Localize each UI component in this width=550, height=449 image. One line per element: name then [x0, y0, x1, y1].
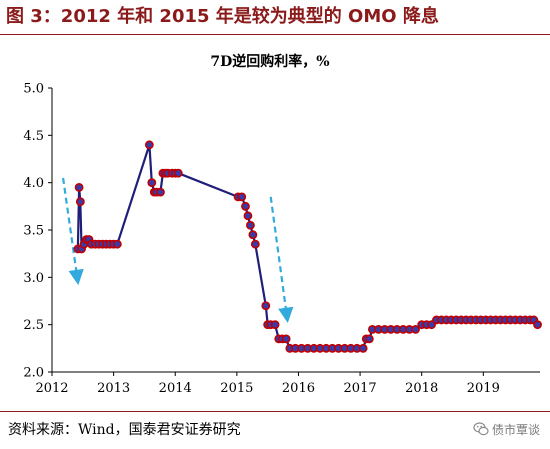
data-point — [411, 324, 420, 334]
wechat-icon — [473, 422, 489, 436]
x-tick-label: 2019 — [467, 381, 500, 396]
data-point — [281, 334, 291, 344]
y-tick-label: 4.5 — [23, 129, 44, 144]
y-tick-label: 2.5 — [23, 318, 44, 333]
trend-arrow — [269, 196, 294, 323]
data-point — [250, 239, 260, 249]
data-point — [156, 187, 165, 197]
y-tick-label: 5.0 — [23, 82, 44, 97]
data-point — [358, 343, 368, 353]
chart-area: 7D逆回购利率，% 2.0 2.5 3.0 3.5 4.0 4.5 5.0 2012 2013 2… — [0, 36, 550, 410]
y-tick-label: 2.0 — [23, 366, 44, 381]
x-tick-label: 2013 — [97, 381, 130, 396]
title-rule — [0, 34, 550, 35]
footer-rule — [0, 411, 550, 412]
trend-arrows — [62, 177, 294, 323]
data-point — [75, 197, 85, 206]
data-point — [270, 320, 280, 330]
x-tick-label: 2018 — [405, 381, 438, 396]
x-tick-label: 2014 — [159, 381, 192, 396]
data-point — [74, 182, 84, 192]
data-point — [246, 220, 255, 230]
chart-title: 7D逆回购利率，% — [210, 53, 329, 70]
data-point — [112, 239, 122, 249]
data-point — [248, 230, 258, 240]
data-point — [237, 192, 247, 202]
data-point — [173, 168, 183, 178]
data-point — [241, 201, 250, 211]
data-point — [147, 178, 157, 188]
trend-arrow — [62, 177, 84, 286]
y-tick-label: 3.0 — [23, 271, 44, 286]
axes: 2.0 2.5 3.0 3.5 4.0 4.5 5.0 2012 2013 2014 2015 201… — [23, 82, 540, 396]
watermark: 债市覃谈 — [473, 417, 540, 443]
source-note: 资料来源：Wind，国泰君安证券研究 — [8, 422, 241, 438]
x-tick-label: 2015 — [220, 381, 253, 396]
y-tick-label: 3.5 — [23, 224, 44, 239]
watermark-text: 债市覃谈 — [491, 423, 540, 437]
x-tick-label: 2016 — [282, 381, 315, 396]
y-tick-label: 4.0 — [23, 176, 44, 191]
x-tick-label: 2012 — [35, 381, 68, 396]
figure-title: 图 3：2012 年和 2015 年是较为典型的 OMO 降息 — [6, 6, 439, 27]
data-point — [261, 301, 271, 311]
data-point — [243, 211, 253, 221]
data-points — [73, 140, 542, 353]
data-point — [364, 334, 374, 344]
x-tick-label: 2017 — [344, 381, 377, 396]
data-point — [144, 140, 154, 150]
data-point — [533, 320, 542, 330]
